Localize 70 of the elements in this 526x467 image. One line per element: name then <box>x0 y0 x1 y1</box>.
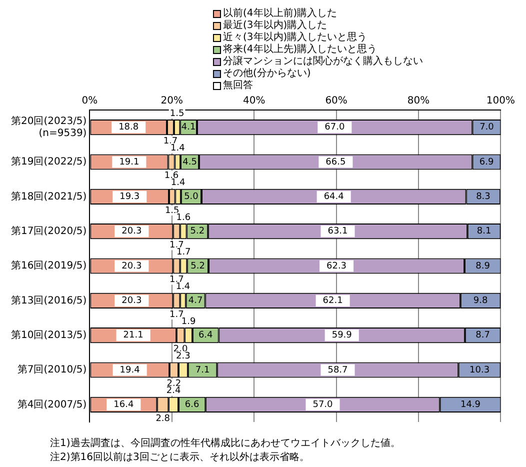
text: 1.9 <box>181 316 196 327</box>
y-tick-label: 第19回(2022/5) <box>10 156 87 168</box>
text: 1.5 <box>170 108 184 119</box>
text: 19.4 <box>120 365 140 376</box>
text: 1.6 <box>176 212 191 223</box>
text: 66.5 <box>326 157 346 168</box>
text: 63.1 <box>328 226 348 237</box>
text: 6.9 <box>479 157 494 168</box>
text: 14.9 <box>460 400 481 410</box>
y-tick-label: 第7回(2010/5) <box>17 364 87 376</box>
text: 8.3 <box>476 192 490 202</box>
x-tick-label: 40% <box>242 96 266 107</box>
x-tick-label: 80% <box>407 96 430 107</box>
text: 62.3 <box>326 261 347 272</box>
y-tick-label: 第13回(2016/5) <box>10 294 87 306</box>
text: 2.8 <box>156 414 170 424</box>
legend-label: 以前(4年以上前)購入した <box>223 8 338 20</box>
y-tick-label: 第18回(2021/5) <box>10 190 87 202</box>
text: 6.4 <box>198 330 213 341</box>
text: 19.3 <box>120 192 140 202</box>
text: 58.7 <box>328 365 348 376</box>
text: 20.3 <box>122 261 142 272</box>
text: 1.7 <box>169 310 184 320</box>
text: 8.1 <box>476 226 492 237</box>
text: 4.5 <box>182 157 197 168</box>
text: 4.1 <box>181 122 196 133</box>
text: 6.6 <box>184 400 200 410</box>
text: 9.8 <box>473 296 488 306</box>
text: 5.0 <box>184 192 198 202</box>
y-tick-label: 第4回(2007/5) <box>17 398 87 410</box>
text: 2.4 <box>166 386 181 396</box>
y-tick-label: 第10回(2013/5) <box>10 328 87 341</box>
text: 5.2 <box>190 261 205 272</box>
x-tick-label: 20% <box>160 96 184 107</box>
text: 8.7 <box>476 330 490 341</box>
text: 18.8 <box>118 122 139 133</box>
text: 10.3 <box>470 365 490 376</box>
text: 21.1 <box>123 330 144 341</box>
text: 4.7 <box>188 296 203 306</box>
text: 62.1 <box>322 296 343 306</box>
text: 注1)過去調査は、今回調査の性年代構成比にあわせてウエイトバックした値。 <box>50 437 402 451</box>
text: 7.1 <box>195 365 210 376</box>
text: 5.2 <box>190 226 205 237</box>
y-tick-label: 第16回(2019/5) <box>10 260 87 272</box>
x-tick-label: 100% <box>486 96 515 107</box>
text: 64.4 <box>324 192 344 202</box>
text: 7.0 <box>480 122 494 133</box>
text: 1.4 <box>170 144 185 154</box>
text: 20.3 <box>122 226 142 237</box>
text: 59.9 <box>332 330 352 341</box>
text: 8.9 <box>476 261 490 272</box>
legend-label: その他(分からない) <box>223 68 311 80</box>
x-tick-label: 60% <box>325 96 348 107</box>
legend-label: 分譲マンションには関心がなく購入もしない <box>223 56 423 68</box>
legend-label: 最近(3年以内)購入した <box>223 20 328 32</box>
legend-label: 無回答 <box>223 80 253 92</box>
text: 1.4 <box>170 178 186 188</box>
legend-label: 近々(3年以内)購入したいと思う <box>223 32 368 44</box>
text: 1.7 <box>176 248 191 258</box>
text: 1.4 <box>176 282 190 292</box>
y-tick-label: 第17回(2020/5) <box>10 224 87 237</box>
text: 16.4 <box>114 400 134 410</box>
text: 20.3 <box>122 296 142 306</box>
y-tick-label: 第20回(2023/5) (n=9539) <box>10 114 87 139</box>
x-tick-label: 0% <box>82 96 98 107</box>
text: 19.1 <box>119 157 140 168</box>
legend-label: 将来(4年以上先)購入したいと思う <box>223 44 378 56</box>
text: 注2)第16回以前は3回ごとに表示、それ以外は表示省略。 <box>50 451 310 465</box>
text: 57.0 <box>312 400 333 410</box>
text: 67.0 <box>324 122 345 133</box>
